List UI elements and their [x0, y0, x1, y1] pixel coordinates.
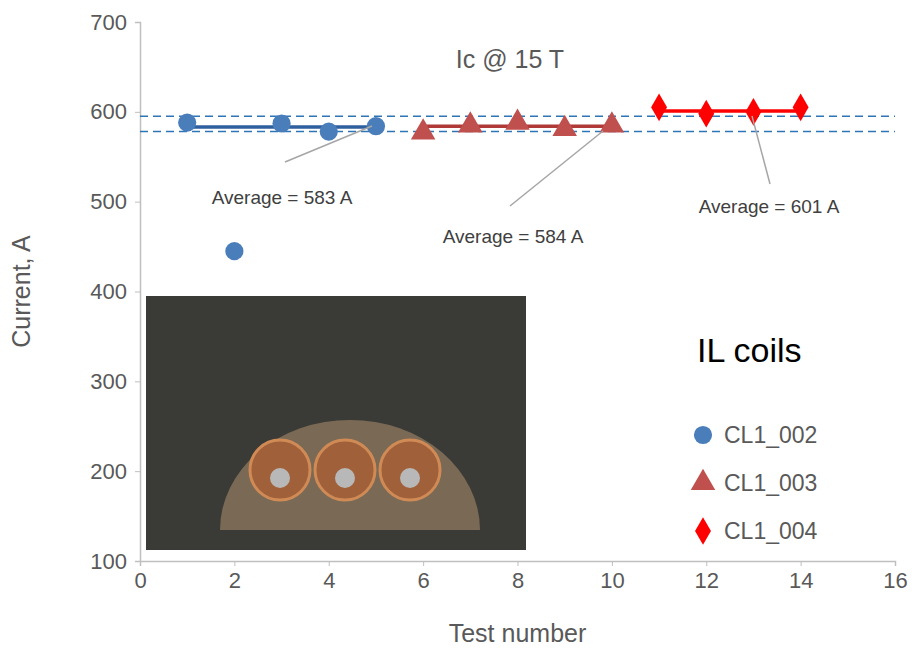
inset-coil [315, 440, 375, 500]
tick-label: 14 [789, 568, 813, 593]
tick-mark [135, 292, 140, 293]
point [225, 242, 243, 260]
tick-mark [135, 471, 140, 472]
tick-mark [423, 561, 424, 566]
tick-mark [135, 22, 140, 23]
legend-label: CL1_004 [724, 518, 818, 544]
tick-mark [895, 561, 896, 566]
inset-opening [220, 420, 480, 530]
leader-line [752, 116, 770, 184]
tick: 600 [90, 99, 140, 124]
axis-line [141, 562, 896, 567]
tick-mark [234, 561, 235, 566]
tick: 200 [90, 459, 140, 484]
tick: 300 [90, 369, 140, 394]
tick-mark [801, 561, 802, 566]
tick-mark [135, 381, 140, 382]
point [320, 122, 338, 140]
legend-label: CL1_002 [724, 422, 817, 448]
legend-marker [695, 517, 711, 545]
leader-line [285, 126, 372, 162]
tick-mark [135, 112, 140, 113]
tick: 14 [789, 561, 813, 593]
tick-label: 6 [418, 568, 430, 593]
point [505, 108, 530, 129]
point [651, 94, 667, 122]
tick-label: 200 [90, 459, 127, 484]
annotation: Average = 584 A [443, 226, 584, 247]
inset-coil-core [400, 468, 420, 488]
inset-coil [380, 440, 440, 500]
tick-mark [518, 561, 519, 566]
point [411, 118, 436, 139]
leader-line [510, 131, 603, 206]
average-line [659, 109, 801, 113]
tick: 0 [134, 561, 146, 593]
tick: 700 [90, 10, 140, 35]
tick-mark [612, 561, 613, 566]
tick: 16 [883, 561, 907, 593]
legend: IL coils CL1_002 CL1_003 CL1_004 [691, 331, 818, 545]
tick-label: 2 [229, 568, 241, 593]
tick: 500 [90, 189, 140, 214]
chart: 0 2 4 6 8 10 12 14 16 100 200 300 400 500 600 700 Test n… [0, 0, 917, 654]
inset-background [146, 296, 526, 550]
x-axis-title: Test number [449, 619, 587, 647]
axis-line [135, 23, 141, 562]
legend-label: CL1_003 [724, 470, 817, 496]
tick-label: 16 [883, 568, 907, 593]
tick: 6 [418, 561, 430, 593]
x-axis: 0 2 4 6 8 10 12 14 16 [134, 561, 907, 593]
tick-label: 10 [600, 568, 624, 593]
tick-label: 12 [695, 568, 719, 593]
tick: 100 [90, 549, 140, 574]
point [793, 94, 809, 122]
plot-area [140, 94, 895, 261]
tick: 400 [90, 279, 140, 304]
inset-coil [250, 440, 310, 500]
point [272, 114, 290, 132]
tick-label: 400 [90, 279, 127, 304]
inset-coil-core [270, 468, 290, 488]
tick-label: 100 [90, 549, 127, 574]
tick-label: 700 [90, 10, 127, 35]
chart-title: Ic @ 15 T [456, 45, 564, 73]
y-axis-title: Current, A [7, 235, 35, 348]
tick-mark [706, 561, 707, 566]
tick-label: 4 [323, 568, 335, 593]
tick-label: 600 [90, 99, 127, 124]
tick-label: 300 [90, 369, 127, 394]
annotation: Average = 601 A [699, 196, 840, 217]
tick-label: 8 [512, 568, 524, 593]
y-axis: 100 200 300 400 500 600 700 [90, 10, 140, 574]
tick-label: 500 [90, 189, 127, 214]
tick-mark [135, 202, 140, 203]
point [458, 111, 483, 132]
point [178, 114, 196, 132]
tick: 2 [229, 561, 241, 593]
annotation: Average = 583 A [212, 187, 353, 208]
legend-marker [694, 426, 712, 444]
tick-mark [135, 561, 140, 562]
point [698, 100, 714, 128]
legend-title: IL coils [697, 331, 802, 369]
point [600, 111, 625, 132]
legend-marker [691, 469, 716, 490]
tick: 4 [323, 561, 335, 593]
inset-coil-core [335, 468, 355, 488]
inset-photo [146, 296, 526, 550]
point [552, 115, 577, 136]
tick: 10 [600, 561, 624, 593]
reference-line [140, 131, 895, 133]
tick: 8 [512, 561, 524, 593]
tick-mark [329, 561, 330, 566]
tick: 12 [695, 561, 719, 593]
tick-label: 0 [134, 568, 146, 593]
